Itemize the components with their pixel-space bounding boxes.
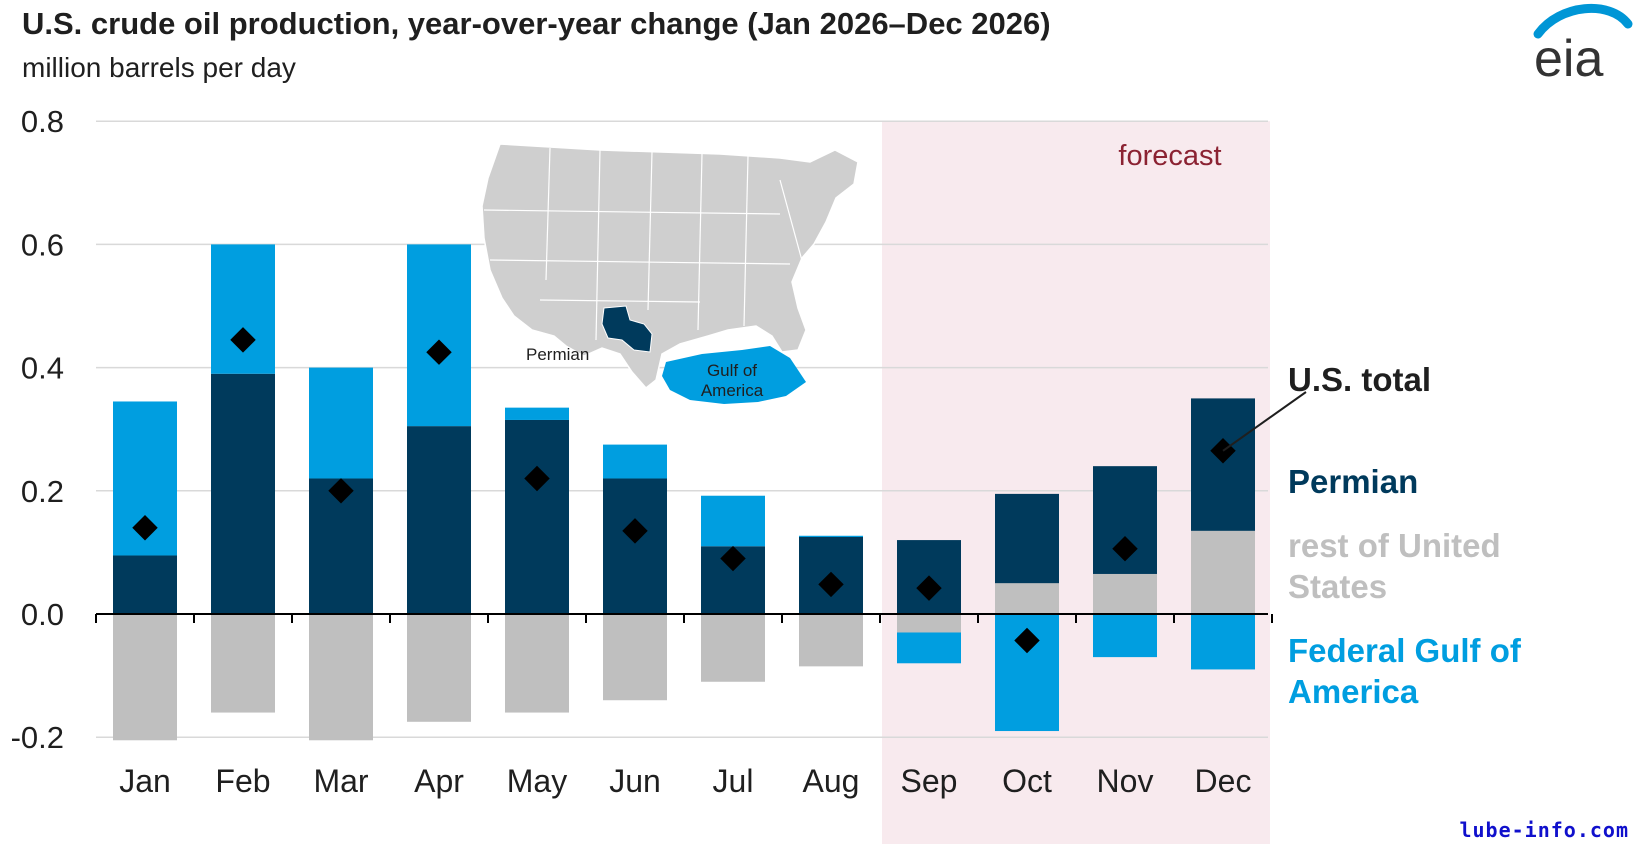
bar-rest-of-us [113, 614, 177, 741]
x-tick-label: Aug [803, 763, 860, 799]
total-marker [818, 571, 844, 598]
total-leader-line [1222, 391, 1307, 452]
gulf-map-label: Gulf of America [701, 361, 764, 400]
bar-rest-of-us [799, 614, 863, 667]
gulf-region [662, 346, 806, 404]
bar-gulf [1093, 614, 1157, 658]
bar-gulf [407, 244, 471, 427]
x-tick-label: Jun [609, 763, 661, 799]
chart-subtitle: million barrels per day [22, 52, 296, 83]
x-tick-label: Nov [1097, 763, 1154, 799]
total-marker [622, 518, 648, 544]
bar-gulf [799, 535, 863, 537]
y-tick-label: 0.4 [21, 351, 64, 386]
x-tick-label: Jan [119, 763, 171, 799]
y-tick-label: 0.6 [21, 227, 64, 262]
bar-rest-of-us [211, 614, 275, 713]
bar-rest-of-us [407, 614, 471, 722]
bar-gulf [309, 367, 373, 479]
bar-rest-of-us [1093, 573, 1157, 614]
legend-us-total: U.S. total [1288, 361, 1431, 398]
total-marker [720, 545, 746, 572]
y-tick-label: -0.2 [11, 720, 64, 755]
total-marker [426, 339, 452, 365]
total-marker [916, 575, 942, 601]
legend: U.S. total Permian rest of United States Fed… [1288, 361, 1522, 710]
bar-permian [113, 555, 177, 614]
bar-gulf [211, 244, 275, 374]
watermark: lube-info.com [1459, 818, 1629, 842]
bar-rest-of-us [603, 614, 667, 701]
legend-permian: Permian [1288, 463, 1418, 500]
eia-logo-arc [1533, 3, 1633, 39]
bar-rest-of-us [995, 583, 1059, 614]
us-map-shape [481, 143, 859, 390]
total-marker [328, 478, 354, 504]
x-tick-label: Mar [313, 763, 368, 799]
bar-permian [603, 478, 667, 614]
permian-region [601, 305, 653, 353]
x-tick-label: Apr [414, 763, 464, 799]
x-tick-label: Oct [1002, 763, 1052, 799]
bar-permian [995, 493, 1059, 584]
state-borders [483, 147, 811, 341]
bar-gulf [897, 632, 961, 664]
x-tick-label: Jul [713, 763, 754, 799]
bar-permian [211, 373, 275, 614]
inset-map: Permian Gulf of America [481, 143, 859, 404]
bar-rest-of-us [505, 614, 569, 713]
total-marker [132, 515, 158, 541]
x-tick-label: May [507, 763, 567, 799]
bar-permian [1191, 398, 1255, 531]
bar-gulf [505, 407, 569, 420]
bar-rest-of-us [897, 614, 961, 633]
x-tick-label: Dec [1195, 763, 1252, 799]
bar-gulf [603, 444, 667, 479]
bar-rest-of-us [701, 614, 765, 682]
y-axis-ticks: 0.8 0.6 0.4 0.2 0.0 -0.2 [11, 104, 64, 755]
x-tick-label: Sep [901, 763, 958, 799]
y-tick-label: 0.2 [21, 474, 64, 509]
total-marker [230, 327, 256, 353]
bar-rest-of-us [309, 614, 373, 741]
chart-title: U.S. crude oil production, year-over-yea… [22, 6, 1051, 41]
x-axis-ticks: Jan Feb Mar Apr May Jun Jul Aug Sep Oct Nov Dec [95, 614, 1273, 799]
permian-map-label: Permian [526, 345, 589, 364]
total-marker [524, 465, 550, 492]
y-tick-label: 0.8 [21, 104, 64, 139]
bars [113, 244, 1255, 741]
bar-permian [407, 426, 471, 614]
x-tick-label: Feb [215, 763, 270, 799]
eia-logo: eia [1530, 2, 1635, 88]
bar-permian [505, 419, 569, 614]
eia-logo-text: eia [1534, 30, 1603, 82]
forecast-label: forecast [1118, 140, 1221, 172]
bar-gulf [701, 495, 765, 547]
legend-gulf: Federal Gulf of America [1288, 632, 1522, 710]
y-tick-label: 0.0 [21, 597, 64, 632]
bar-rest-of-us [1191, 530, 1255, 614]
bar-gulf [1191, 614, 1255, 670]
legend-rest-of-us: rest of United States [1288, 527, 1501, 605]
